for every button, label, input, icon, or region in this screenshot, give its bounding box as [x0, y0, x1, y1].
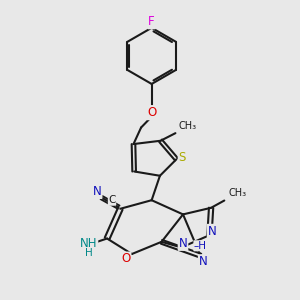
Text: O: O — [147, 106, 156, 119]
Text: N: N — [208, 225, 217, 238]
Text: NH: NH — [80, 237, 98, 250]
Text: CH₃: CH₃ — [178, 121, 196, 130]
Text: F: F — [148, 15, 155, 28]
Text: O: O — [121, 253, 130, 266]
Text: O: O — [147, 106, 156, 119]
Text: N: N — [199, 255, 208, 268]
Text: H: H — [85, 248, 93, 258]
Text: N: N — [93, 185, 101, 198]
Text: N: N — [178, 237, 188, 250]
Text: C: C — [108, 195, 116, 205]
Text: –H: –H — [194, 241, 207, 251]
Text: S: S — [179, 151, 186, 164]
Text: CH₃: CH₃ — [229, 188, 247, 198]
